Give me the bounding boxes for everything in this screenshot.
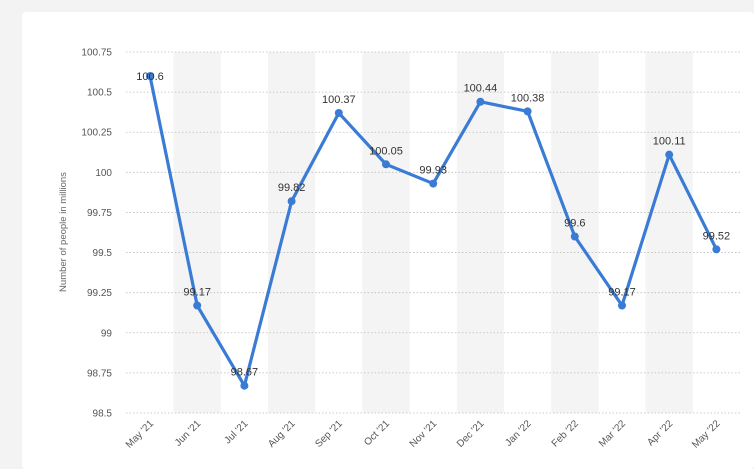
y-axis-label: Number of people in millions <box>58 172 69 292</box>
band <box>362 52 410 413</box>
x-tick-label: May '21 <box>124 418 157 451</box>
data-point[interactable] <box>146 72 154 81</box>
data-label: 100.11 <box>653 136 686 148</box>
data-point[interactable] <box>287 197 296 206</box>
data-labels: 100.6 99.17 98.67 99.82 100.37 100.05 99.93 100… <box>136 71 730 379</box>
y-tick-label: 100 <box>95 168 112 179</box>
y-tick-label: 99.25 <box>87 288 112 299</box>
x-axis-ticks: May '21 Jun '21 Jul '21 Aug '21 Sep '21 Oct '… <box>124 418 723 451</box>
series-line <box>148 74 719 388</box>
data-label: 98.67 <box>231 367 259 379</box>
data-point[interactable] <box>665 150 674 159</box>
y-tick-label: 99.5 <box>93 248 113 259</box>
data-point[interactable] <box>618 301 626 310</box>
data-label: 99.52 <box>703 230 731 242</box>
data-label: 99.93 <box>419 165 447 177</box>
x-tick-label: Aug '21 <box>266 418 298 450</box>
x-tick-label: Jan '22 <box>503 418 534 449</box>
x-tick-label: Oct '21 <box>362 418 392 448</box>
gridlines <box>126 51 742 414</box>
data-label: 99.6 <box>564 218 585 230</box>
data-label: 100.37 <box>322 94 356 106</box>
x-tick-label: Sep '21 <box>313 418 345 450</box>
y-tick-label: 99.75 <box>87 208 112 219</box>
y-tick-label: 100.5 <box>87 88 112 99</box>
x-tick-label: Mar '22 <box>597 418 628 449</box>
x-tick-label: Apr '22 <box>645 418 675 448</box>
band <box>645 52 693 413</box>
data-label: 100.6 <box>136 71 164 83</box>
data-point[interactable] <box>429 179 438 188</box>
data-label: 99.17 <box>183 287 211 299</box>
band <box>456 52 504 413</box>
x-tick-label: Nov '21 <box>408 418 440 450</box>
data-point[interactable] <box>476 97 485 106</box>
data-label: 100.38 <box>511 92 545 104</box>
series <box>146 72 721 390</box>
band <box>268 52 316 413</box>
x-tick-label: Jun '21 <box>173 418 204 449</box>
data-point[interactable] <box>523 107 532 116</box>
data-point[interactable] <box>382 160 390 169</box>
data-label: 99.17 <box>608 287 636 299</box>
x-tick-label: Dec '21 <box>455 418 487 450</box>
data-label: 100.05 <box>369 145 403 157</box>
x-tick-label: May '22 <box>690 418 723 451</box>
y-tick-label: 98.5 <box>93 409 113 420</box>
y-tick-label: 100.75 <box>81 48 112 59</box>
data-point[interactable] <box>712 245 721 254</box>
y-tick-label: 100.25 <box>81 128 112 139</box>
data-point[interactable] <box>193 301 202 310</box>
data-point[interactable] <box>570 232 579 241</box>
x-tick-label: Jul '21 <box>223 418 251 446</box>
data-point[interactable] <box>334 108 343 117</box>
data-label: 99.82 <box>278 182 306 194</box>
x-tick-label: Feb '22 <box>550 418 581 449</box>
data-point[interactable] <box>240 381 249 390</box>
y-axis-ticks: 98.5 98.75 99 99.25 99.5 99.75 100 100.25 100.5 1… <box>81 48 112 420</box>
data-label: 100.44 <box>464 83 498 95</box>
y-tick-label: 98.75 <box>87 368 112 379</box>
y-tick-label: 99 <box>101 328 113 339</box>
